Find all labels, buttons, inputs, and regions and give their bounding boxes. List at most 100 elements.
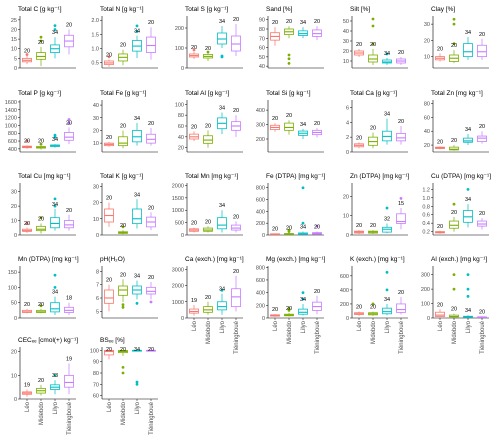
- count-label: 20: [437, 139, 443, 145]
- y-tick-label: 400: [340, 288, 349, 294]
- y-tick-label: 1.0: [91, 46, 99, 52]
- count-label: 20: [356, 42, 362, 48]
- y-tick-label: 0: [346, 150, 349, 156]
- outlier-point: [121, 225, 125, 229]
- count-label: 20: [356, 305, 362, 311]
- y-tick-label: 60: [93, 394, 99, 400]
- count-label: 20: [370, 305, 376, 311]
- count-label: 34: [52, 137, 58, 143]
- y-tick-label: 20: [93, 128, 99, 134]
- count-label: 19: [24, 383, 30, 389]
- x-tick-label: Midebdo: [287, 320, 293, 344]
- outlier-point: [135, 380, 139, 384]
- count-label: 19: [66, 357, 72, 363]
- y-tick-label: 300: [421, 273, 430, 279]
- y-tick-label: 40: [93, 103, 99, 109]
- x-tick-label: Midebdo: [452, 320, 458, 344]
- count-label: 34: [384, 51, 390, 57]
- y-tick-label: 400: [256, 209, 265, 215]
- outlier-point: [287, 57, 291, 61]
- count-label: 20: [24, 48, 30, 54]
- outlier-point: [135, 24, 139, 28]
- count-label: 34: [465, 30, 471, 36]
- count-label: 20: [479, 211, 485, 217]
- outlier-point: [466, 273, 470, 277]
- count-label: 34: [300, 122, 306, 128]
- y-tick-label: 20: [11, 204, 17, 210]
- count-label: 20: [205, 219, 211, 225]
- y-tick-label: 80: [178, 113, 184, 119]
- count-label: 34: [300, 20, 306, 26]
- y-tick-label: 50: [259, 55, 265, 61]
- x-tick-label: Lilyo: [53, 401, 59, 414]
- box: [146, 36, 156, 53]
- panel-title: BSₑₑ [%]: [100, 337, 125, 344]
- outlier-point: [39, 39, 43, 43]
- y-tick-label: 400: [256, 291, 265, 297]
- y-tick-label: 20: [343, 49, 349, 55]
- y-tick-label: 1.2: [422, 187, 430, 193]
- y-tick-label: 1500: [172, 196, 184, 202]
- y-tick-label: 4: [346, 120, 349, 126]
- y-tick-label: 1200: [5, 116, 17, 122]
- outlier-point: [466, 287, 470, 291]
- y-tick-label: 80: [93, 371, 99, 377]
- count-label: 20: [191, 124, 197, 130]
- count-label: 34: [52, 290, 58, 296]
- outlier-point: [121, 371, 125, 375]
- panel: Total C [g kg⁻¹] 0 5 10 15 20 25 20 20 34 20: [11, 6, 76, 72]
- outlier-point: [67, 122, 71, 125]
- x-tick-label: Tiéningboué: [315, 320, 321, 353]
- count-label: 20: [233, 214, 239, 220]
- outlier-point: [466, 187, 470, 191]
- outlier-point: [192, 48, 196, 52]
- count-label: 34: [52, 30, 58, 36]
- y-tick-label: 20: [11, 350, 17, 356]
- y-tick-label: 1000: [5, 123, 17, 129]
- box: [50, 217, 60, 229]
- count-label: 20: [38, 216, 44, 222]
- box: [435, 311, 445, 317]
- y-tick-label: 3000: [172, 267, 184, 273]
- count-label: 20: [272, 116, 278, 122]
- panel-title: Silt [%]: [350, 6, 370, 13]
- panel-title: Cu (DTPA) [mg kg⁻¹]: [431, 173, 491, 180]
- y-tick-label: 200: [175, 26, 184, 32]
- count-label: 20: [24, 302, 30, 308]
- count-label: 20: [272, 307, 278, 313]
- count-label: 20: [120, 272, 126, 278]
- y-tick-label: 6: [346, 105, 349, 111]
- count-label: 34: [465, 308, 471, 314]
- count-label: 20: [398, 50, 404, 56]
- y-tick-label: 1400: [5, 108, 17, 114]
- count-label: 20: [148, 205, 154, 211]
- x-tick-label: Tiéningboué: [399, 320, 405, 353]
- count-label: 34: [134, 116, 140, 122]
- y-tick-label: 1.5: [91, 32, 99, 38]
- count-label: 34: [300, 297, 306, 303]
- x-tick-label: Lilyo: [220, 320, 226, 333]
- box: [104, 349, 114, 356]
- outlier-point: [385, 52, 389, 56]
- y-tick-label: 800: [256, 265, 265, 271]
- y-tick-label: 10: [11, 47, 17, 53]
- count-label: 20: [479, 124, 485, 130]
- outlier-point: [287, 228, 291, 232]
- count-label: 20: [314, 289, 320, 295]
- panel-title: Fe (DTPA) [mg kg⁻¹]: [266, 173, 325, 180]
- count-label: 20: [437, 224, 443, 230]
- count-label: 34: [134, 192, 140, 198]
- panel-title: Total N [g kg⁻¹]: [100, 6, 144, 13]
- panel: Fe (DTPA) [mg kg⁻¹] 0 200 400 600 800 20 20 34 20: [256, 173, 326, 239]
- panel-title: Total S [g kg⁻¹]: [185, 6, 228, 13]
- count-label: 20: [233, 269, 239, 275]
- outlier-point: [53, 28, 57, 31]
- y-tick-label: 2: [346, 135, 349, 141]
- outlier-point: [25, 222, 29, 225]
- count-label: 34: [219, 105, 225, 111]
- outlier-point: [466, 294, 470, 298]
- outlier-point: [121, 303, 125, 307]
- box: [396, 303, 406, 313]
- panel-title: Total Al [g kg⁻¹]: [185, 90, 229, 97]
